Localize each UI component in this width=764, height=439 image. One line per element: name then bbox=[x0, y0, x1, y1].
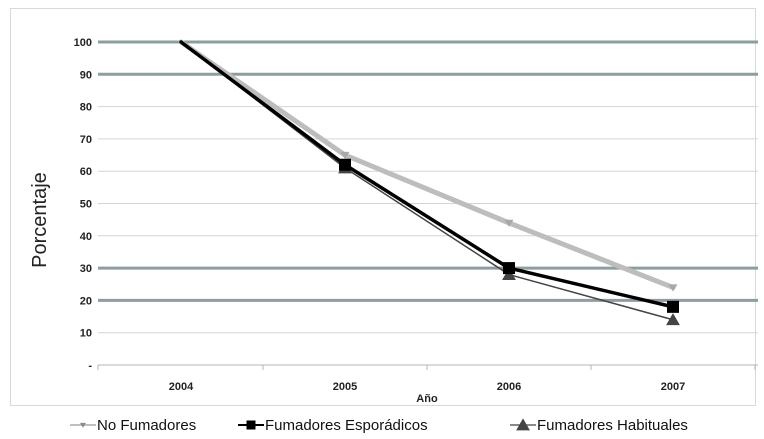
y-tick-labels: - 10 20 30 40 50 60 70 80 90 100 bbox=[74, 37, 93, 372]
series-lines bbox=[178, 39, 680, 326]
series-line bbox=[178, 39, 676, 290]
data-point bbox=[667, 300, 679, 313]
x-axis-title: Año bbox=[416, 393, 438, 405]
legend-marker bbox=[516, 418, 530, 431]
gridlines bbox=[97, 40, 758, 370]
legend: No Fumadores Fumadores Esporádicos Fumador… bbox=[70, 417, 688, 434]
x-tick-label: 2005 bbox=[333, 381, 357, 393]
legend-label: Fumadores Habituales bbox=[537, 417, 688, 434]
data-point bbox=[504, 219, 514, 227]
y-tick-label: 90 bbox=[80, 69, 92, 81]
y-tick-label: 30 bbox=[80, 263, 92, 275]
y-tick-label: 70 bbox=[80, 134, 92, 146]
legend-marker bbox=[80, 422, 86, 428]
data-point bbox=[666, 313, 680, 326]
legend-marker bbox=[246, 420, 256, 430]
y-tick-label: 50 bbox=[80, 199, 92, 211]
data-point bbox=[340, 151, 350, 160]
series-line bbox=[179, 40, 675, 309]
x-tick-label: 2004 bbox=[169, 381, 194, 393]
data-point bbox=[503, 262, 515, 275]
x-tick-labels: 2004 2005 2006 2007 bbox=[169, 381, 685, 393]
series-line bbox=[180, 41, 674, 321]
legend-label: No Fumadores bbox=[97, 417, 196, 434]
chart-frame bbox=[10, 8, 756, 406]
y-tick-label: 80 bbox=[80, 102, 92, 114]
y-tick-label: 100 bbox=[74, 37, 92, 49]
y-axis-title: Porcentaje bbox=[29, 172, 51, 268]
y-tick-label: 40 bbox=[80, 231, 92, 243]
data-point bbox=[668, 284, 678, 292]
y-tick-label: 20 bbox=[80, 295, 92, 307]
y-tick-label: - bbox=[88, 360, 92, 372]
data-point bbox=[339, 158, 351, 171]
y-tick-label: 60 bbox=[80, 166, 92, 178]
legend-label: Fumadores Esporádicos bbox=[265, 417, 428, 434]
y-tick-label: 10 bbox=[80, 328, 92, 340]
x-tick-label: 2007 bbox=[661, 381, 685, 393]
x-tick-label: 2006 bbox=[497, 381, 521, 393]
